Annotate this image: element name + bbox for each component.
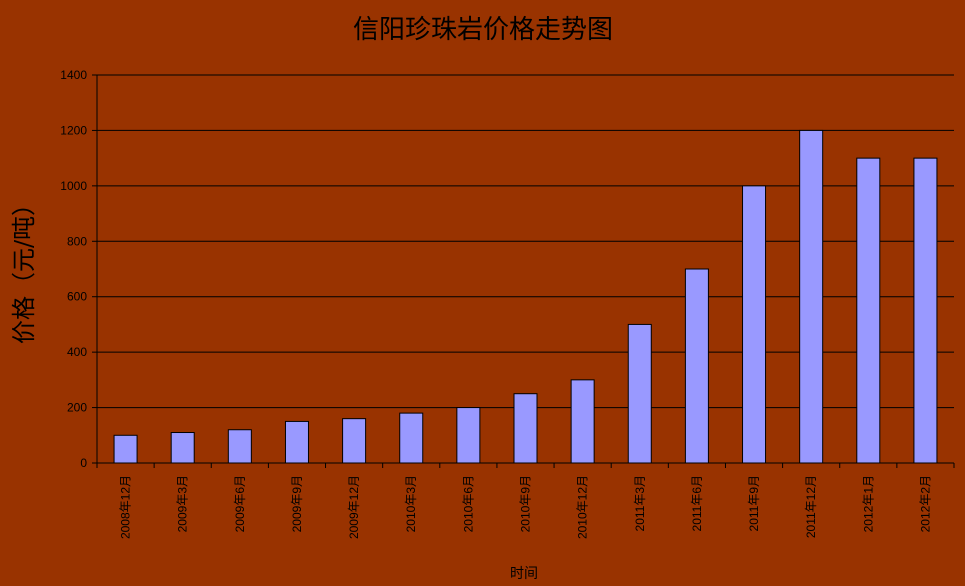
x-tick-label: 2011年12月 [804, 475, 818, 538]
y-tick-label: 600 [67, 290, 87, 304]
bar [456, 407, 481, 464]
x-tick-label: 2009年6月 [233, 475, 247, 532]
bar [513, 393, 538, 464]
y-tick-labels: 0 200 400 600 800 1000 1200 1400 [60, 68, 97, 470]
x-tick-label: 2010年9月 [519, 475, 533, 532]
x-tick-label: 2009年3月 [176, 475, 190, 532]
x-tick-label: 2010年6月 [461, 475, 475, 532]
y-tick-label: 0 [80, 456, 87, 470]
bar [913, 157, 938, 464]
x-tick-label: 2012年2月 [918, 475, 932, 532]
bar [399, 412, 424, 464]
x-tick-label: 2010年3月 [404, 475, 418, 532]
bar [627, 323, 652, 464]
y-tick-label: 800 [67, 234, 87, 248]
bar [170, 432, 195, 464]
x-tick-label: 2011年3月 [633, 475, 647, 531]
x-tick-label: 2008年12月 [119, 475, 133, 539]
y-tick-label: 1200 [60, 123, 87, 137]
bar [570, 379, 595, 464]
axes [96, 75, 954, 464]
y-tick-label: 1000 [60, 179, 87, 193]
x-tick-label: 2010年12月 [576, 475, 590, 539]
gridlines [97, 74, 954, 409]
bar [856, 157, 881, 464]
bar [113, 434, 138, 464]
bar [742, 185, 767, 464]
y-tick-label: 200 [67, 401, 87, 415]
x-tick-labels: 2008年12月 2009年3月 2009年6月 2009年9月 2009年12月 201… [96, 463, 955, 539]
x-tick-label: 2012年1月 [861, 475, 875, 532]
bar [799, 129, 824, 464]
chart-title: 信阳珍珠岩价格走势图 [353, 15, 613, 45]
bar [342, 418, 367, 464]
bar [684, 268, 709, 464]
y-tick-label: 400 [67, 345, 87, 359]
x-tick-label: 2009年9月 [290, 475, 304, 532]
bars [113, 129, 938, 464]
bar [284, 420, 309, 464]
bar [227, 429, 252, 464]
x-tick-label: 2011年6月 [690, 475, 704, 531]
x-tick-label: 2009年12月 [347, 475, 361, 539]
y-tick-label: 1400 [60, 68, 87, 82]
x-tick-label: 2011年9月 [747, 475, 761, 531]
y-axis-label: 价格（元/吨） [10, 192, 38, 344]
x-axis-label: 时间 [510, 566, 538, 582]
